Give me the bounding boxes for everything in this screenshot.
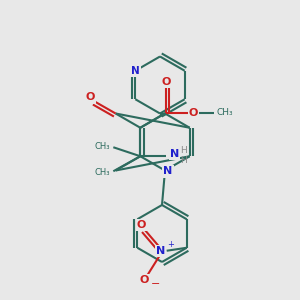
Text: H: H [180,146,187,155]
Text: N: N [156,246,165,256]
Text: O: O [189,108,198,118]
Text: O: O [140,275,149,285]
Text: N: N [170,149,179,159]
Text: N: N [164,167,172,176]
Text: H: H [180,156,187,165]
Text: −: − [151,279,160,289]
Text: O: O [161,77,170,87]
Text: CH₃: CH₃ [95,142,110,151]
Text: CH₃: CH₃ [95,168,110,177]
Text: O: O [86,92,95,103]
Text: +: + [167,240,174,249]
Text: CH₃: CH₃ [217,108,233,117]
Text: N: N [131,66,140,76]
Text: O: O [137,220,146,230]
